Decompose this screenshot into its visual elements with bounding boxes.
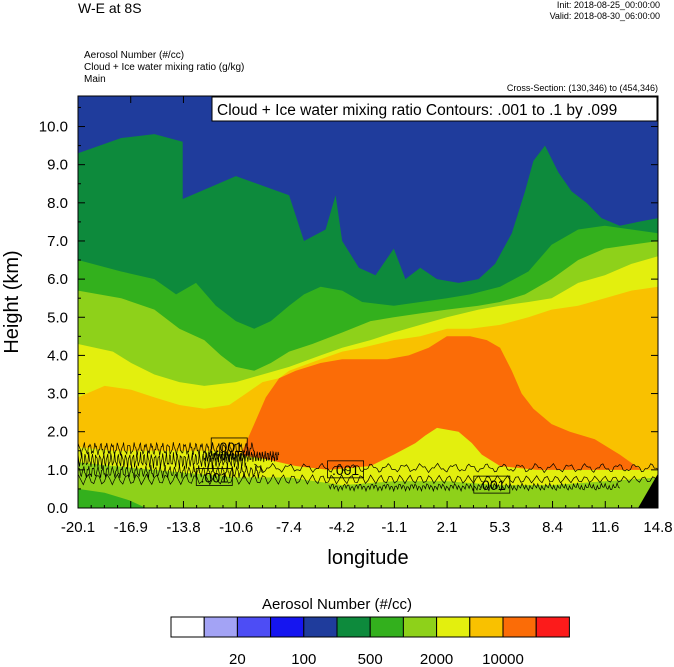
y-tick-label: 8.0 <box>47 195 68 212</box>
y-tick-label: 3.0 <box>47 386 68 403</box>
aerosol-band-n8000 <box>78 336 658 508</box>
x-tick-label: -7.4 <box>276 519 302 536</box>
x-tick-label: 2.1 <box>437 519 458 536</box>
colorbar-legend: 20 100 500 2000 10000 <box>170 616 570 667</box>
y-tick-label: 1.0 <box>47 462 68 479</box>
y-tick-label: 4.0 <box>47 347 68 364</box>
x-tick-label: -4.2 <box>329 519 355 536</box>
plot-main-title: W-E at 8S <box>78 0 142 16</box>
x-tick-label: 8.4 <box>542 519 563 536</box>
x-tick-label: 5.3 <box>489 519 510 536</box>
y-tick-label: 2.0 <box>47 424 68 441</box>
colorbar-label: 100 <box>291 651 316 667</box>
contour-label-box <box>195 468 233 486</box>
aerosol-band-n2000-low <box>78 462 658 508</box>
x-tick-label: -20.1 <box>61 519 95 536</box>
colorbar-swatch <box>469 616 504 638</box>
colorbar-swatch <box>203 616 238 638</box>
contour-line <box>328 481 620 493</box>
contour-label-box <box>473 475 511 494</box>
valid-time-label: Valid: 2018-08-30_06:00:00 <box>549 11 660 21</box>
colorbar-swatch <box>502 616 537 638</box>
x-axis-label: longitude <box>327 547 408 569</box>
chart-axes: -20.1 -16.9 -13.8 -10.6 -7.4 -4.2 -1.1 2.1 5.3 8.… <box>1 96 673 569</box>
init-time-label: Init: 2018-08-25_00:00:00 <box>556 0 660 10</box>
contour-info-text: Cloud + Ice water mixing ratio Contours:… <box>217 102 617 119</box>
contour-line <box>78 473 658 486</box>
colorbar-swatch <box>303 616 338 638</box>
y-tick-label: 5.0 <box>47 309 68 326</box>
contour-label-box <box>210 437 248 456</box>
y-tick-label: 6.0 <box>47 271 68 288</box>
colorbar-swatch <box>170 616 205 638</box>
contour-info-box: Cloud + Ice water mixing ratio Contours:… <box>211 96 658 122</box>
y-axis-label: Height (km) <box>1 250 23 353</box>
colorbar-swatch <box>436 616 471 638</box>
y-tick-label: 10.0 <box>39 119 68 136</box>
contour-line <box>254 462 658 474</box>
contour-labels: .001 .001 .001 .001 <box>195 437 511 494</box>
contour-line <box>203 450 280 463</box>
colorbar-swatch <box>336 616 371 638</box>
aerosol-field <box>78 96 658 508</box>
colorbar-swatch <box>236 616 272 638</box>
y-tick-label: 7.0 <box>47 233 68 250</box>
colorbar-swatch <box>402 616 438 638</box>
colorbar-label: 20 <box>229 651 246 667</box>
cross-section-label: Cross-Section: (130,346) to (454,346) <box>506 83 658 93</box>
field-label-cloud-ice: Cloud + Ice water mixing ratio (g/kg) <box>84 62 245 73</box>
contour-label: .001 <box>201 469 228 485</box>
colorbar-label: 10000 <box>482 651 524 667</box>
colorbar-swatch <box>369 616 404 638</box>
x-tick-label: -10.6 <box>219 519 253 536</box>
contour-label: .001 <box>478 477 505 493</box>
aerosol-band-n300-low <box>78 488 658 508</box>
contour-label: .001 <box>332 462 359 478</box>
x-tick-label: -1.1 <box>381 519 407 536</box>
colorbar-swatch <box>270 616 305 638</box>
colorbar-title: Aerosol Number (#/cc) <box>261 596 413 613</box>
x-tick-label: -16.9 <box>114 519 148 536</box>
terrain-mask <box>638 473 658 508</box>
field-label-aerosol: Aerosol Number (#/cc) <box>84 50 185 61</box>
colorbar-label: 2000 <box>420 651 453 667</box>
x-tick-label: 14.8 <box>643 519 672 536</box>
contour-label: .001 <box>216 439 243 455</box>
x-tick-label: 11.6 <box>591 519 619 536</box>
colorbar-label: 500 <box>358 651 383 667</box>
x-tick-label: -13.8 <box>166 519 200 536</box>
colorbar-swatch <box>535 616 570 638</box>
contour-label-box <box>327 460 364 479</box>
field-label-main: Main <box>84 74 106 85</box>
y-tick-label: 9.0 <box>47 157 68 174</box>
y-tick-label: 0.0 <box>47 500 68 517</box>
